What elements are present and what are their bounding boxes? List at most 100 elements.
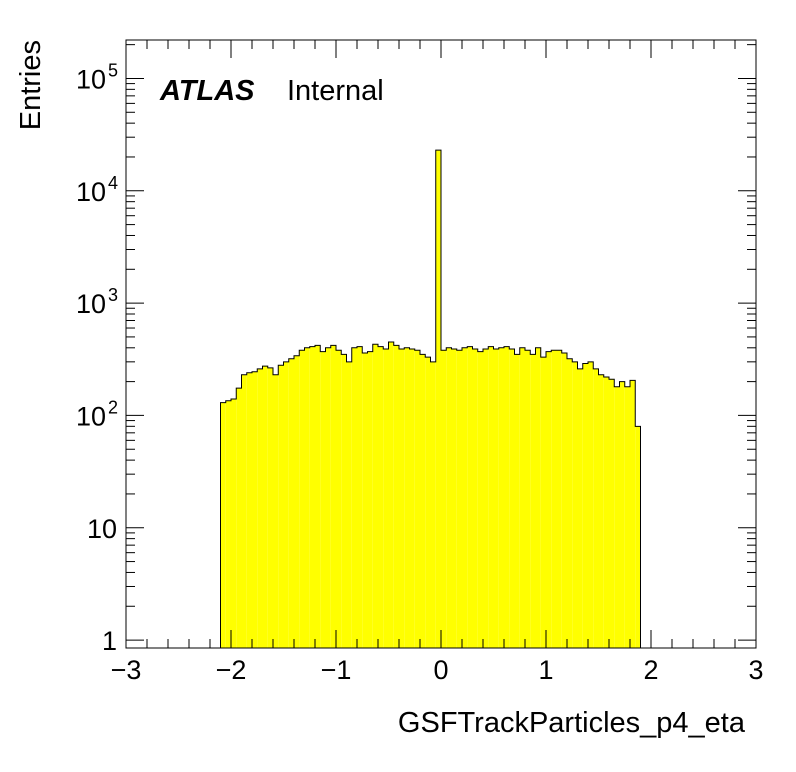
histogram-bar [225,400,231,648]
histogram-bar [603,376,609,648]
histogram-bar [472,349,478,648]
histogram-bar [388,342,394,648]
histogram-bar [393,345,399,648]
histogram-bar [336,350,342,648]
histogram-bar [635,426,641,648]
y-axis-label: Entries [15,40,47,130]
histogram-bar [351,347,357,648]
y-tick-label: 10 [76,177,106,207]
histogram-bar [372,344,378,648]
atlas-label: ATLAS [159,75,255,107]
histogram-bar [540,357,546,648]
y-tick-label: 10 [76,64,106,94]
histogram-bar [294,355,300,648]
histogram-bar [257,368,263,648]
histogram-bar [241,374,247,648]
histogram-bar [341,354,347,648]
y-tick-label-exponent: 2 [108,397,118,417]
histogram-bar [231,399,237,648]
histogram-bar [619,381,625,648]
y-tick-label-exponent: 3 [108,285,118,305]
y-tick-label-exponent: 4 [108,173,118,193]
x-tick-label: 1 [538,655,553,685]
histogram-bar [504,346,510,648]
histogram-bar [278,365,284,648]
histogram-bar [498,347,504,648]
y-tick-label: 10 [76,289,106,319]
histogram-bar [309,346,315,648]
histogram-bar [598,374,604,648]
histogram-bar [409,349,415,648]
histogram-bar [488,346,494,648]
histogram-bar [420,354,426,648]
histogram-bar [456,350,462,648]
histogram-bar [430,361,436,648]
histogram-bar [425,357,431,648]
histogram-bar [572,361,578,648]
histogram-bar [236,388,242,648]
histogram-bar [577,368,583,648]
histogram-bar [441,350,447,648]
histogram-bar [330,345,336,648]
histogram-bar [283,361,289,648]
x-tick-label: 0 [433,655,448,685]
histogram-bar [582,363,588,648]
histogram-bar [535,347,541,648]
histogram-bar [530,354,536,648]
histogram-bar [267,367,273,648]
histogram-bar [378,346,384,648]
histogram-bar [551,350,557,648]
histogram-bar [220,402,226,648]
x-tick-label: 2 [643,655,658,685]
histogram-bar [325,347,331,648]
y-tick-label: 1 [102,626,117,656]
x-tick-label: −3 [111,655,142,685]
histogram-bar [446,347,452,648]
histogram-bar [493,349,499,648]
x-axis-label: GSFTrackParticles_p4_eta [398,707,746,739]
histogram-bar [383,349,389,648]
histogram-bar [630,380,636,648]
histogram-bar [320,351,326,648]
histogram-bar [609,379,615,648]
histogram-outline [220,149,641,648]
y-tick-label-exponent: 5 [108,60,118,80]
histogram-bar [614,386,620,648]
x-tick-label: 3 [748,655,763,685]
histogram-bar [593,368,599,648]
histogram-bar [519,347,525,648]
histogram-bar [509,349,515,648]
histogram-bar [357,346,363,648]
histogram-bar [362,352,368,648]
histogram-bar [451,349,457,648]
histogram-bar [435,150,441,648]
x-axis-tick-labels: −3 −2 −1 0 1 2 3 [111,655,764,685]
y-tick-label: 10 [87,514,117,544]
histogram-bar [404,347,410,648]
histogram-bar [304,347,310,648]
histogram-bar [567,358,573,648]
histogram-bar [556,350,562,648]
internal-label: Internal [287,75,384,107]
histogram-bar [262,366,268,648]
histogram-bar [588,361,594,648]
histogram-bar [288,358,294,648]
histogram-bar [477,351,483,648]
x-axis-ticks [125,40,757,648]
histogram-bar [399,349,405,648]
histogram-bar [514,354,520,648]
histogram-bar [414,350,420,648]
histogram-bar [525,350,531,648]
histogram-bar [315,345,321,648]
histogram-bars [220,149,641,648]
y-tick-label: 10 [76,401,106,431]
histogram-bar [561,352,567,648]
histogram-bar [346,361,352,648]
histogram-bar [483,349,489,648]
histogram-bar [299,350,305,648]
histogram-bar [462,347,468,648]
histogram-bar [546,351,552,648]
histogram-bar [467,346,473,648]
